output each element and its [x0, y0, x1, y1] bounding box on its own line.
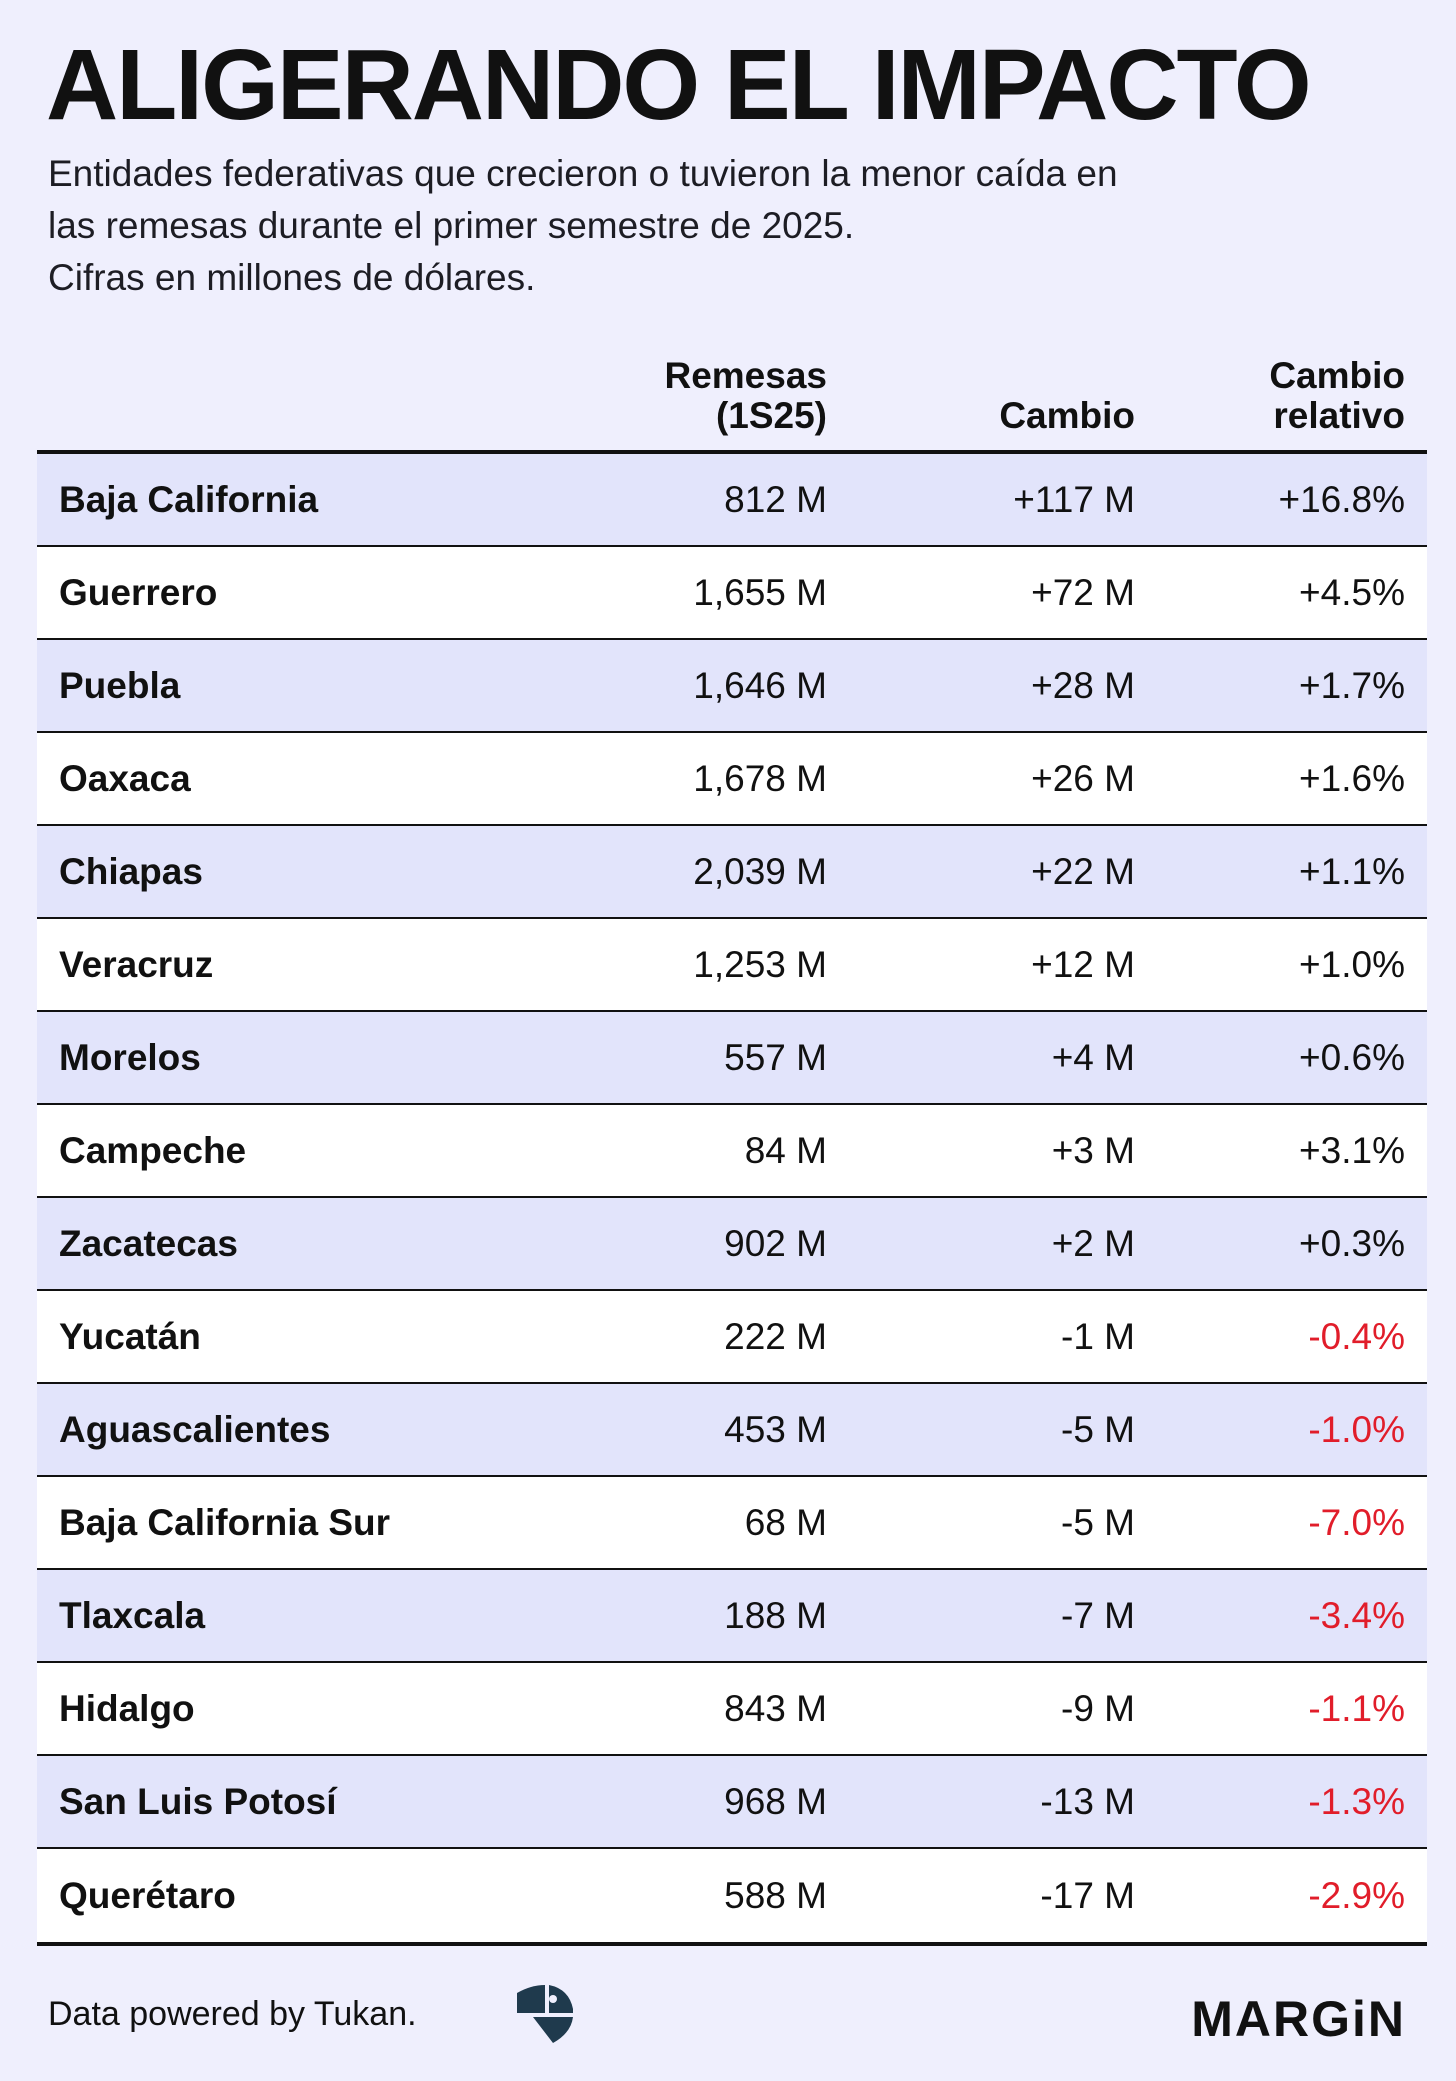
cambio-value: +26 M	[1031, 757, 1135, 799]
subtitle: Entidades federativas que crecieron o tu…	[48, 148, 1298, 304]
cambio-relativo-value: +1.1%	[1299, 850, 1405, 892]
data-source-credit: Data powered by Tukan.	[48, 1995, 417, 2033]
state-name: San Luis Potosí	[59, 1780, 337, 1822]
state-name: Baja California	[59, 478, 319, 520]
cambio-relativo-value: -1.3%	[1308, 1780, 1405, 1822]
remesas-value: 1,646 M	[693, 664, 827, 706]
cambio-relativo-value: -0.4%	[1308, 1315, 1405, 1357]
cambio-value: -1 M	[1061, 1315, 1135, 1357]
cambio-value: -17 M	[1040, 1874, 1135, 1916]
state-name: Baja California Sur	[59, 1501, 391, 1543]
table-row: Veracruz 1,253 M +12 M +1.0%	[37, 919, 1427, 1012]
cambio-relativo-value: -7.0%	[1308, 1501, 1405, 1543]
table-row: Yucatán 222 M -1 M -0.4%	[37, 1291, 1427, 1384]
cambio-relativo-value: +1.7%	[1299, 664, 1405, 706]
column-header-line: Cambio	[999, 395, 1135, 436]
table-row: Guerrero 1,655 M +72 M +4.5%	[37, 547, 1427, 640]
cambio-relativo-value: +4.5%	[1299, 571, 1405, 613]
cambio-value: +72 M	[1031, 571, 1135, 613]
cambio-value: +117 M	[1013, 478, 1135, 520]
table-row: Oaxaca 1,678 M +26 M +1.6%	[37, 733, 1427, 826]
state-name: Chiapas	[59, 850, 203, 892]
remesas-value: 1,655 M	[693, 571, 827, 613]
cambio-value: +28 M	[1031, 664, 1135, 706]
column-header-line: Remesas	[664, 355, 827, 396]
cambio-relativo-value: -1.0%	[1308, 1408, 1405, 1450]
column-header-line: relativo	[1273, 395, 1405, 436]
subtitle-line: las remesas durante el primer semestre d…	[48, 205, 855, 246]
state-name: Yucatán	[59, 1315, 201, 1357]
cambio-relativo-value: +0.3%	[1299, 1222, 1405, 1264]
column-header-line: (1S25)	[715, 395, 827, 436]
cambio-value: -9 M	[1061, 1687, 1135, 1729]
remesas-value: 812 M	[724, 478, 827, 520]
state-name: Tlaxcala	[59, 1594, 206, 1636]
column-header-cambio-relativo: Cambio relativo	[1269, 356, 1405, 436]
cambio-value: +2 M	[1051, 1222, 1135, 1264]
table-row: Baja California 812 M +117 M +16.8%	[37, 454, 1427, 547]
cambio-value: +22 M	[1031, 850, 1135, 892]
column-header-cambio: Cambio	[999, 396, 1135, 436]
state-name: Zacatecas	[59, 1222, 238, 1264]
cambio-value: -5 M	[1061, 1501, 1135, 1543]
column-header-remesas: Remesas (1S25)	[664, 356, 827, 436]
column-header-line: Cambio	[1269, 355, 1405, 396]
remesas-value: 1,678 M	[693, 757, 827, 799]
cambio-value: -13 M	[1040, 1780, 1135, 1822]
remesas-value: 68 M	[744, 1501, 827, 1543]
table-row: Chiapas 2,039 M +22 M +1.1%	[37, 826, 1427, 919]
cambio-relativo-value: -1.1%	[1308, 1687, 1405, 1729]
table-row: Tlaxcala 188 M -7 M -3.4%	[37, 1570, 1427, 1663]
cambio-relativo-value: -2.9%	[1308, 1874, 1405, 1916]
remesas-value: 453 M	[724, 1408, 827, 1450]
remesas-value: 588 M	[724, 1874, 827, 1916]
state-name: Aguascalientes	[59, 1408, 331, 1450]
remesas-value: 84 M	[744, 1129, 827, 1171]
remittances-table: Baja California 812 M +117 M +16.8% Guerrero…	[37, 450, 1427, 1946]
cambio-relativo-value: +1.0%	[1299, 943, 1405, 985]
table-row: Campeche 84 M +3 M +3.1%	[37, 1105, 1427, 1198]
remesas-value: 188 M	[724, 1594, 827, 1636]
state-name: Guerrero	[59, 571, 218, 613]
table-row: Aguascalientes 453 M -5 M -1.0%	[37, 1384, 1427, 1477]
state-name: Hidalgo	[59, 1687, 195, 1729]
cambio-relativo-value: +1.6%	[1299, 757, 1405, 799]
cambio-relativo-value: +0.6%	[1299, 1036, 1405, 1078]
table-row: Baja California Sur 68 M -5 M -7.0%	[37, 1477, 1427, 1570]
table-row: Hidalgo 843 M -9 M -1.1%	[37, 1663, 1427, 1756]
margin-logo: MARGiN	[1191, 1991, 1406, 2047]
cambio-value: -7 M	[1061, 1594, 1135, 1636]
state-name: Querétaro	[59, 1874, 236, 1916]
cambio-value: +4 M	[1051, 1036, 1135, 1078]
table-row: Morelos 557 M +4 M +0.6%	[37, 1012, 1427, 1105]
table-row: San Luis Potosí 968 M -13 M -1.3%	[37, 1756, 1427, 1849]
state-name: Puebla	[59, 664, 181, 706]
remesas-value: 968 M	[724, 1780, 827, 1822]
subtitle-line: Entidades federativas que crecieron o tu…	[48, 153, 1118, 194]
page-title: ALIGERANDO EL IMPACTO	[46, 29, 1312, 141]
table-row: Querétaro 588 M -17 M -2.9%	[37, 1849, 1427, 1942]
remesas-value: 222 M	[724, 1315, 827, 1357]
state-name: Veracruz	[59, 943, 214, 985]
remesas-value: 843 M	[724, 1687, 827, 1729]
tukan-logo-icon	[517, 1985, 573, 2043]
remesas-value: 902 M	[724, 1222, 827, 1264]
cambio-value: +12 M	[1031, 943, 1135, 985]
table-header: Remesas (1S25) Cambio Cambio relativo	[37, 318, 1427, 448]
table-row: Zacatecas 902 M +2 M +0.3%	[37, 1198, 1427, 1291]
remesas-value: 1,253 M	[693, 943, 827, 985]
state-name: Oaxaca	[59, 757, 191, 799]
table-row: Puebla 1,646 M +28 M +1.7%	[37, 640, 1427, 733]
state-name: Campeche	[59, 1129, 247, 1171]
cambio-value: -5 M	[1061, 1408, 1135, 1450]
state-name: Morelos	[59, 1036, 201, 1078]
remesas-value: 557 M	[724, 1036, 827, 1078]
cambio-value: +3 M	[1051, 1129, 1135, 1171]
remesas-value: 2,039 M	[693, 850, 827, 892]
cambio-relativo-value: -3.4%	[1308, 1594, 1405, 1636]
cambio-relativo-value: +16.8%	[1278, 478, 1405, 520]
cambio-relativo-value: +3.1%	[1299, 1129, 1405, 1171]
subtitle-line: Cifras en millones de dólares.	[48, 257, 536, 298]
